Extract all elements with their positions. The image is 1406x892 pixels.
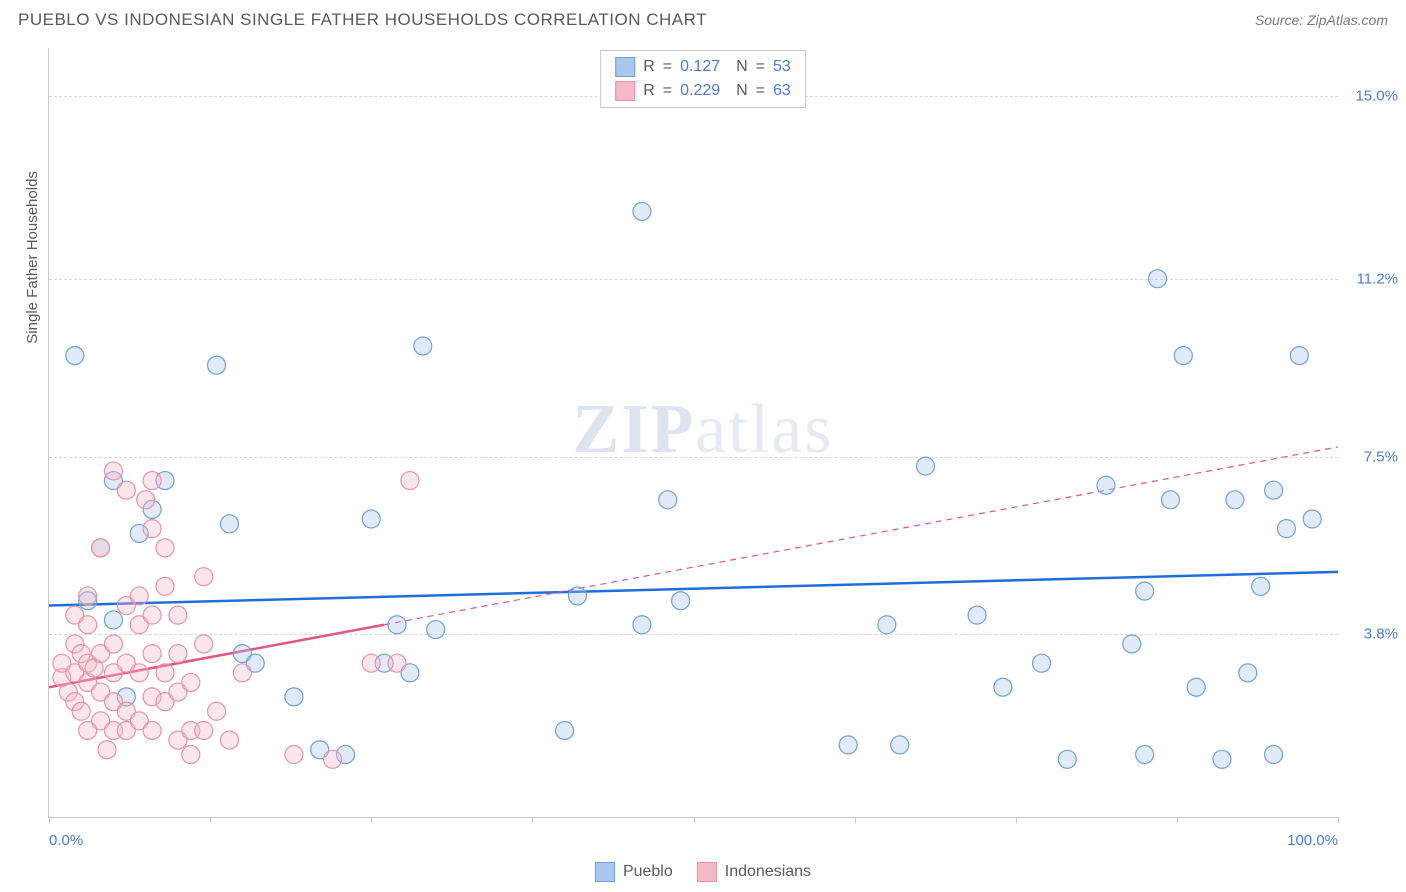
stat-r-value-2: 0.229	[680, 82, 728, 100]
legend-item-series1: Pueblo	[595, 862, 673, 882]
stat-n-label: N	[736, 58, 748, 76]
x-tick	[1177, 817, 1178, 823]
x-tick-label: 100.0%	[1287, 832, 1338, 849]
stat-r-label: R	[643, 82, 655, 100]
y-tick-label: 3.8%	[1344, 626, 1398, 643]
legend-item-series2: Indonesians	[697, 862, 811, 882]
x-tick	[49, 817, 50, 823]
legend-label-series1: Pueblo	[623, 863, 673, 881]
stat-r-label: R	[643, 58, 655, 76]
stat-r-value-1: 0.127	[680, 58, 728, 76]
y-axis-title: Single Father Households	[24, 171, 41, 344]
swatch-series1	[595, 862, 615, 882]
y-tick-label: 11.2%	[1344, 270, 1398, 287]
stat-eq: =	[756, 82, 765, 100]
stat-n-label: N	[736, 82, 748, 100]
x-tick	[855, 817, 856, 823]
stats-row-series1: R = 0.127 N = 53	[615, 55, 791, 79]
stat-eq: =	[756, 58, 765, 76]
chart-plot-area: 15.0%11.2%7.5%3.8%0.0%100.0%	[48, 48, 1338, 818]
swatch-series2	[697, 862, 717, 882]
x-tick	[532, 817, 533, 823]
x-tick	[1016, 817, 1017, 823]
stat-n-value-1: 53	[773, 58, 791, 76]
x-tick	[371, 817, 372, 823]
stat-eq: =	[663, 58, 672, 76]
x-tick-label: 0.0%	[49, 832, 83, 849]
x-tick	[1338, 817, 1339, 823]
chart-title: PUEBLO VS INDONESIAN SINGLE FATHER HOUSE…	[18, 10, 707, 30]
stats-row-series2: R = 0.229 N = 63	[615, 79, 791, 103]
swatch-series2	[615, 81, 635, 101]
stat-eq: =	[663, 82, 672, 100]
swatch-series1	[615, 57, 635, 77]
scatter-svg	[49, 48, 1338, 817]
stats-legend-box: R = 0.127 N = 53 R = 0.229 N = 63	[600, 50, 806, 108]
x-tick	[694, 817, 695, 823]
y-tick-label: 7.5%	[1344, 448, 1398, 465]
y-tick-label: 15.0%	[1344, 88, 1398, 105]
legend-label-series2: Indonesians	[725, 863, 811, 881]
source-label: Source: ZipAtlas.com	[1255, 12, 1388, 28]
bottom-legend: Pueblo Indonesians	[595, 862, 811, 882]
stat-n-value-2: 63	[773, 82, 791, 100]
x-tick	[210, 817, 211, 823]
chart-header: PUEBLO VS INDONESIAN SINGLE FATHER HOUSE…	[0, 0, 1406, 36]
